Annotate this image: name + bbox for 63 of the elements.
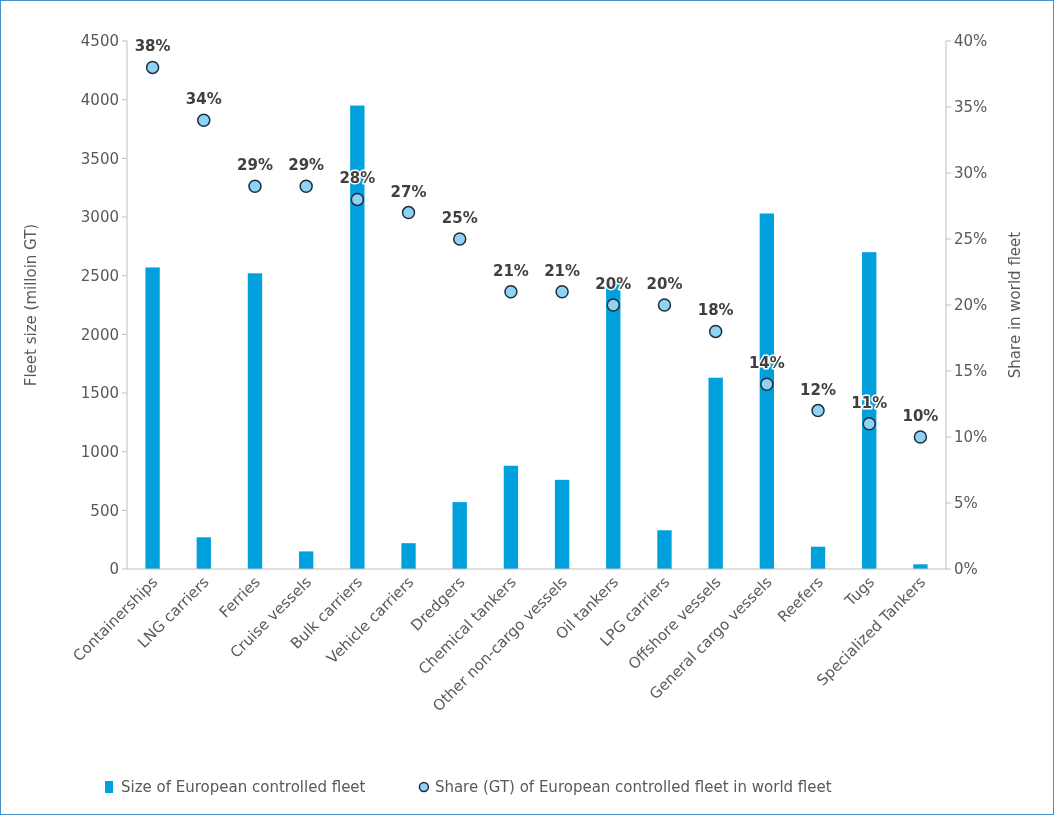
y2-tick-label: 5% xyxy=(954,494,978,513)
y-tick-label: 500 xyxy=(90,501,119,520)
y2-axis-title: Share in world fleet xyxy=(1006,231,1024,379)
y-axis-title: Fleet size (milloin GT) xyxy=(22,223,40,387)
y2-tick-label: 30% xyxy=(954,164,988,183)
bar xyxy=(657,530,672,569)
bar xyxy=(145,267,160,569)
bar xyxy=(503,465,519,569)
point xyxy=(145,60,160,75)
bar xyxy=(401,543,416,569)
bar xyxy=(810,546,826,569)
point xyxy=(760,377,774,391)
point xyxy=(862,417,876,431)
point xyxy=(248,179,262,193)
data-label: 27% xyxy=(390,182,427,201)
data-label: 10% xyxy=(902,407,939,425)
y2-tick-label: 40% xyxy=(954,32,988,51)
point xyxy=(401,205,416,220)
y-tick-label: 1000 xyxy=(80,442,119,461)
point xyxy=(197,113,211,127)
legend-label: Size of European controlled fleet xyxy=(121,778,366,797)
data-label: 12% xyxy=(800,380,836,399)
data-label: 38% xyxy=(134,37,171,56)
point xyxy=(452,232,467,246)
data-label: 29% xyxy=(237,156,273,175)
point xyxy=(350,192,365,207)
data-label: 21% xyxy=(492,261,529,280)
data-label: 20% xyxy=(646,275,683,293)
y2-tick-label: 20% xyxy=(954,296,988,315)
point xyxy=(913,430,928,444)
legend-label: Share (GT) of European controlled fleet in world fleet xyxy=(434,778,832,797)
point xyxy=(606,298,621,312)
y2-tick-label: 15% xyxy=(954,362,988,381)
point xyxy=(708,324,723,339)
data-label: 29% xyxy=(288,156,325,175)
y-tick-label: 3500 xyxy=(80,149,119,168)
bar xyxy=(247,273,263,569)
y-tick-label: 0 xyxy=(109,560,119,579)
data-label: 18% xyxy=(697,301,734,320)
y2-tick-label: 0% xyxy=(954,560,978,579)
y-tick-label: 4500 xyxy=(80,32,119,51)
bar xyxy=(196,537,211,569)
y2-tick-label: 35% xyxy=(954,98,988,117)
bar xyxy=(708,377,723,569)
y2-tick-label: 10% xyxy=(954,428,988,447)
y2-tick-label: 25% xyxy=(954,230,988,249)
y-tick-label: 3000 xyxy=(80,208,119,227)
point xyxy=(811,403,825,418)
data-label: 21% xyxy=(544,261,581,280)
point xyxy=(299,179,313,193)
y-tick-label: 4000 xyxy=(80,90,119,109)
y-tick-label: 2500 xyxy=(80,266,119,285)
data-label: 34% xyxy=(185,90,222,109)
point xyxy=(555,285,569,299)
y-tick-label: 1500 xyxy=(80,384,119,403)
bar xyxy=(913,564,928,569)
data-label: 25% xyxy=(441,209,478,227)
bar xyxy=(554,479,570,569)
bar xyxy=(452,502,467,569)
y-tick-label: 2000 xyxy=(80,325,119,344)
point xyxy=(504,285,518,299)
point xyxy=(657,298,672,312)
bar xyxy=(298,551,314,569)
